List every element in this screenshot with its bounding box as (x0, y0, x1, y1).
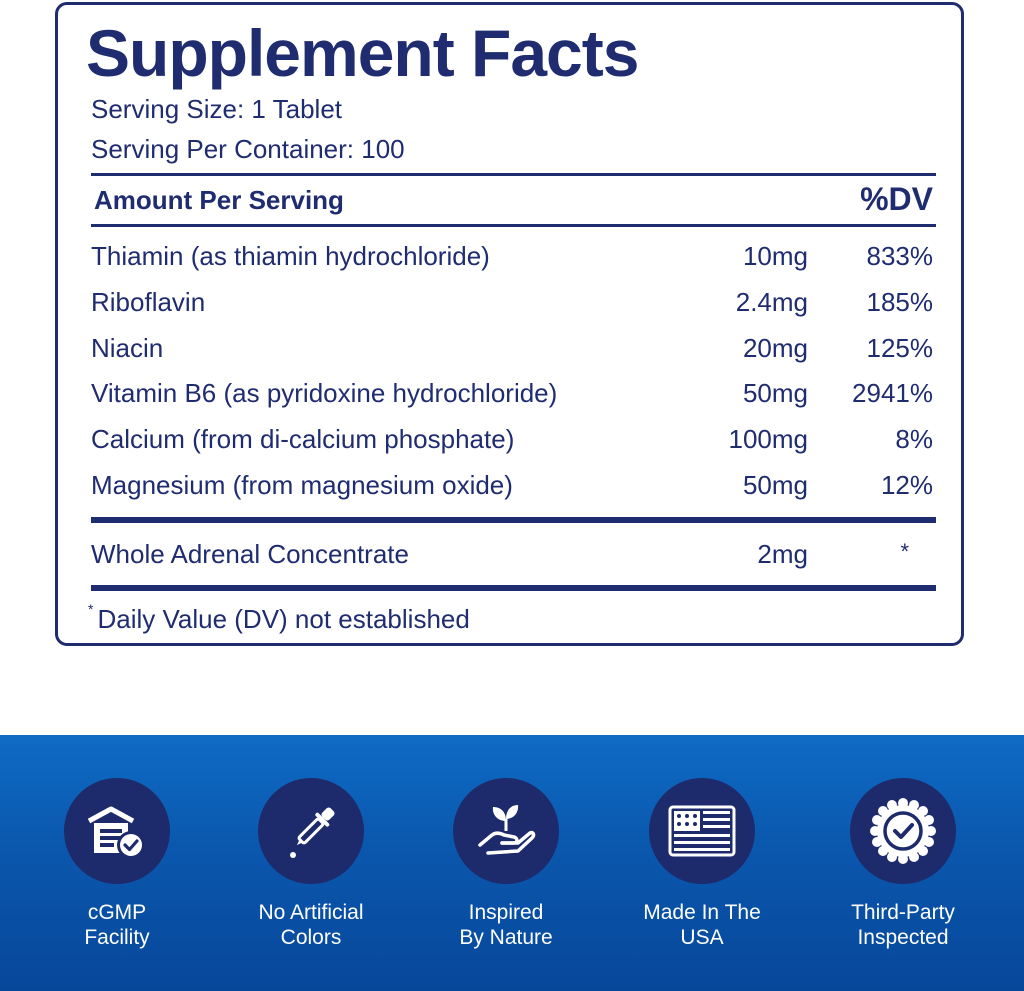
badge-circle (850, 778, 956, 884)
blend-amount: 2mg (757, 539, 808, 569)
nutrient-name: Calcium (from di-calcium phosphate) (91, 424, 515, 454)
badge-label-line1: Inspired (468, 901, 544, 924)
blend-dv: * (900, 539, 909, 564)
nutrient-name: Niacin (91, 333, 164, 363)
usa-flag-icon (668, 805, 736, 857)
nutrient-row: Riboflavin 2.4mg 185% (58, 287, 961, 327)
badge-label-line1: Third-Party (851, 901, 955, 924)
nutrient-amount: 2.4mg (735, 287, 808, 317)
nutrient-row: Vitamin B6 (as pyridoxine hydrochloride)… (58, 378, 961, 418)
footnote-text: Daily Value (DV) not established (97, 604, 470, 634)
badge-third-party-inspected: Third-Party Inspected (818, 778, 988, 950)
nutrient-row: Magnesium (from magnesium oxide) 50mg 12… (58, 470, 961, 510)
nutrient-row: Thiamin (as thiamin hydrochloride) 10mg … (58, 241, 961, 281)
facility-check-icon (87, 806, 145, 859)
nutrient-amount: 50mg (742, 378, 808, 408)
divider (91, 173, 936, 176)
nutrient-dv: 2941% (852, 378, 933, 408)
badge-inspired-by-nature: Inspired By Nature (421, 778, 591, 950)
nutrient-dv: 8% (895, 424, 933, 454)
badge-label-line1: Made In The (643, 901, 761, 924)
badge-label-line2: Inspected (857, 926, 949, 949)
nutrient-dv: 12% (880, 470, 933, 500)
badge-circle (258, 778, 364, 884)
nutrient-dv: 185% (866, 287, 934, 317)
badge-no-artificial-colors: No Artificial Colors (226, 778, 396, 950)
divider (91, 585, 936, 591)
badge-cgmp: cGMP Facility (32, 778, 202, 950)
badge-label-line1: No Artificial (258, 901, 364, 924)
nutrient-row: Calcium (from di-calcium phosphate) 100m… (58, 424, 961, 464)
badge-made-in-usa: Made In The USA (617, 778, 787, 950)
supplement-facts-panel: Supplement Facts Serving Size: 1 Tablet … (55, 2, 964, 646)
nutrient-name: Riboflavin (91, 287, 206, 317)
badge-label-line2: USA (680, 926, 724, 949)
badge-label-line2: Colors (280, 926, 342, 949)
header-amount-per-serving: Amount Per Serving (94, 185, 344, 215)
footnote-mark: * (88, 601, 94, 617)
seal-check-icon (870, 798, 936, 864)
hand-sprout-icon (478, 805, 536, 855)
nutrient-dv: 833% (866, 241, 934, 271)
header-daily-value: %DV (860, 181, 933, 217)
servings-per-container: Serving Per Container: 100 (91, 134, 405, 164)
panel-title: Supplement Facts (86, 16, 639, 90)
nutrient-name: Thiamin (as thiamin hydrochloride) (91, 241, 490, 271)
badge-circle (64, 778, 170, 884)
badge-label-line2: By Nature (459, 926, 553, 949)
nutrient-name: Vitamin B6 (as pyridoxine hydrochloride) (91, 378, 558, 408)
divider (91, 517, 936, 523)
blend-name: Whole Adrenal Concentrate (91, 539, 409, 569)
nutrient-name: Magnesium (from magnesium oxide) (91, 470, 513, 500)
nutrient-amount: 20mg (742, 333, 808, 363)
nutrient-amount: 100mg (728, 424, 809, 454)
nutrient-amount: 10mg (742, 241, 808, 271)
badge-circle (453, 778, 559, 884)
badge-label-line2: Facility (84, 926, 150, 949)
badge-band: cGMP Facility No Artificial Colors (0, 735, 1024, 991)
badge-label-line1: cGMP (87, 901, 147, 924)
serving-size: Serving Size: 1 Tablet (91, 94, 342, 124)
nutrient-amount: 50mg (742, 470, 808, 500)
blend-row: Whole Adrenal Concentrate 2mg * (58, 539, 961, 579)
divider (91, 224, 936, 227)
nutrient-row: Niacin 20mg 125% (58, 333, 961, 373)
dropper-icon (290, 807, 335, 858)
footnote: * Daily Value (DV) not established (88, 601, 470, 635)
badge-circle (649, 778, 755, 884)
nutrient-dv: 125% (866, 333, 934, 363)
